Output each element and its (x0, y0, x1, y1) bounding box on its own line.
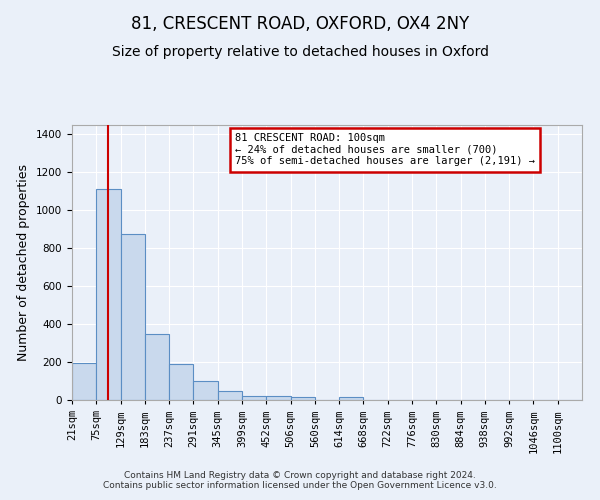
Bar (290, 396, 315, 400)
Bar (169, 364, 193, 400)
Text: Size of property relative to detached houses in Oxford: Size of property relative to detached ho… (112, 45, 488, 59)
Bar (339, 397, 364, 400)
Bar (242, 396, 266, 400)
Text: 81 CRESCENT ROAD: 100sqm
← 24% of detached houses are smaller (700)
75% of semi-: 81 CRESCENT ROAD: 100sqm ← 24% of detach… (235, 133, 535, 166)
Bar (218, 390, 242, 400)
Bar (96, 188, 121, 400)
Bar (193, 381, 218, 400)
Bar (121, 234, 145, 400)
Text: 81, CRESCENT ROAD, OXFORD, OX4 2NY: 81, CRESCENT ROAD, OXFORD, OX4 2NY (131, 15, 469, 33)
Bar (72, 363, 96, 400)
Y-axis label: Number of detached properties: Number of detached properties (17, 164, 31, 361)
Text: Contains HM Land Registry data © Crown copyright and database right 2024.
Contai: Contains HM Land Registry data © Crown c… (103, 470, 497, 490)
Bar (266, 396, 290, 400)
Bar (145, 334, 169, 400)
